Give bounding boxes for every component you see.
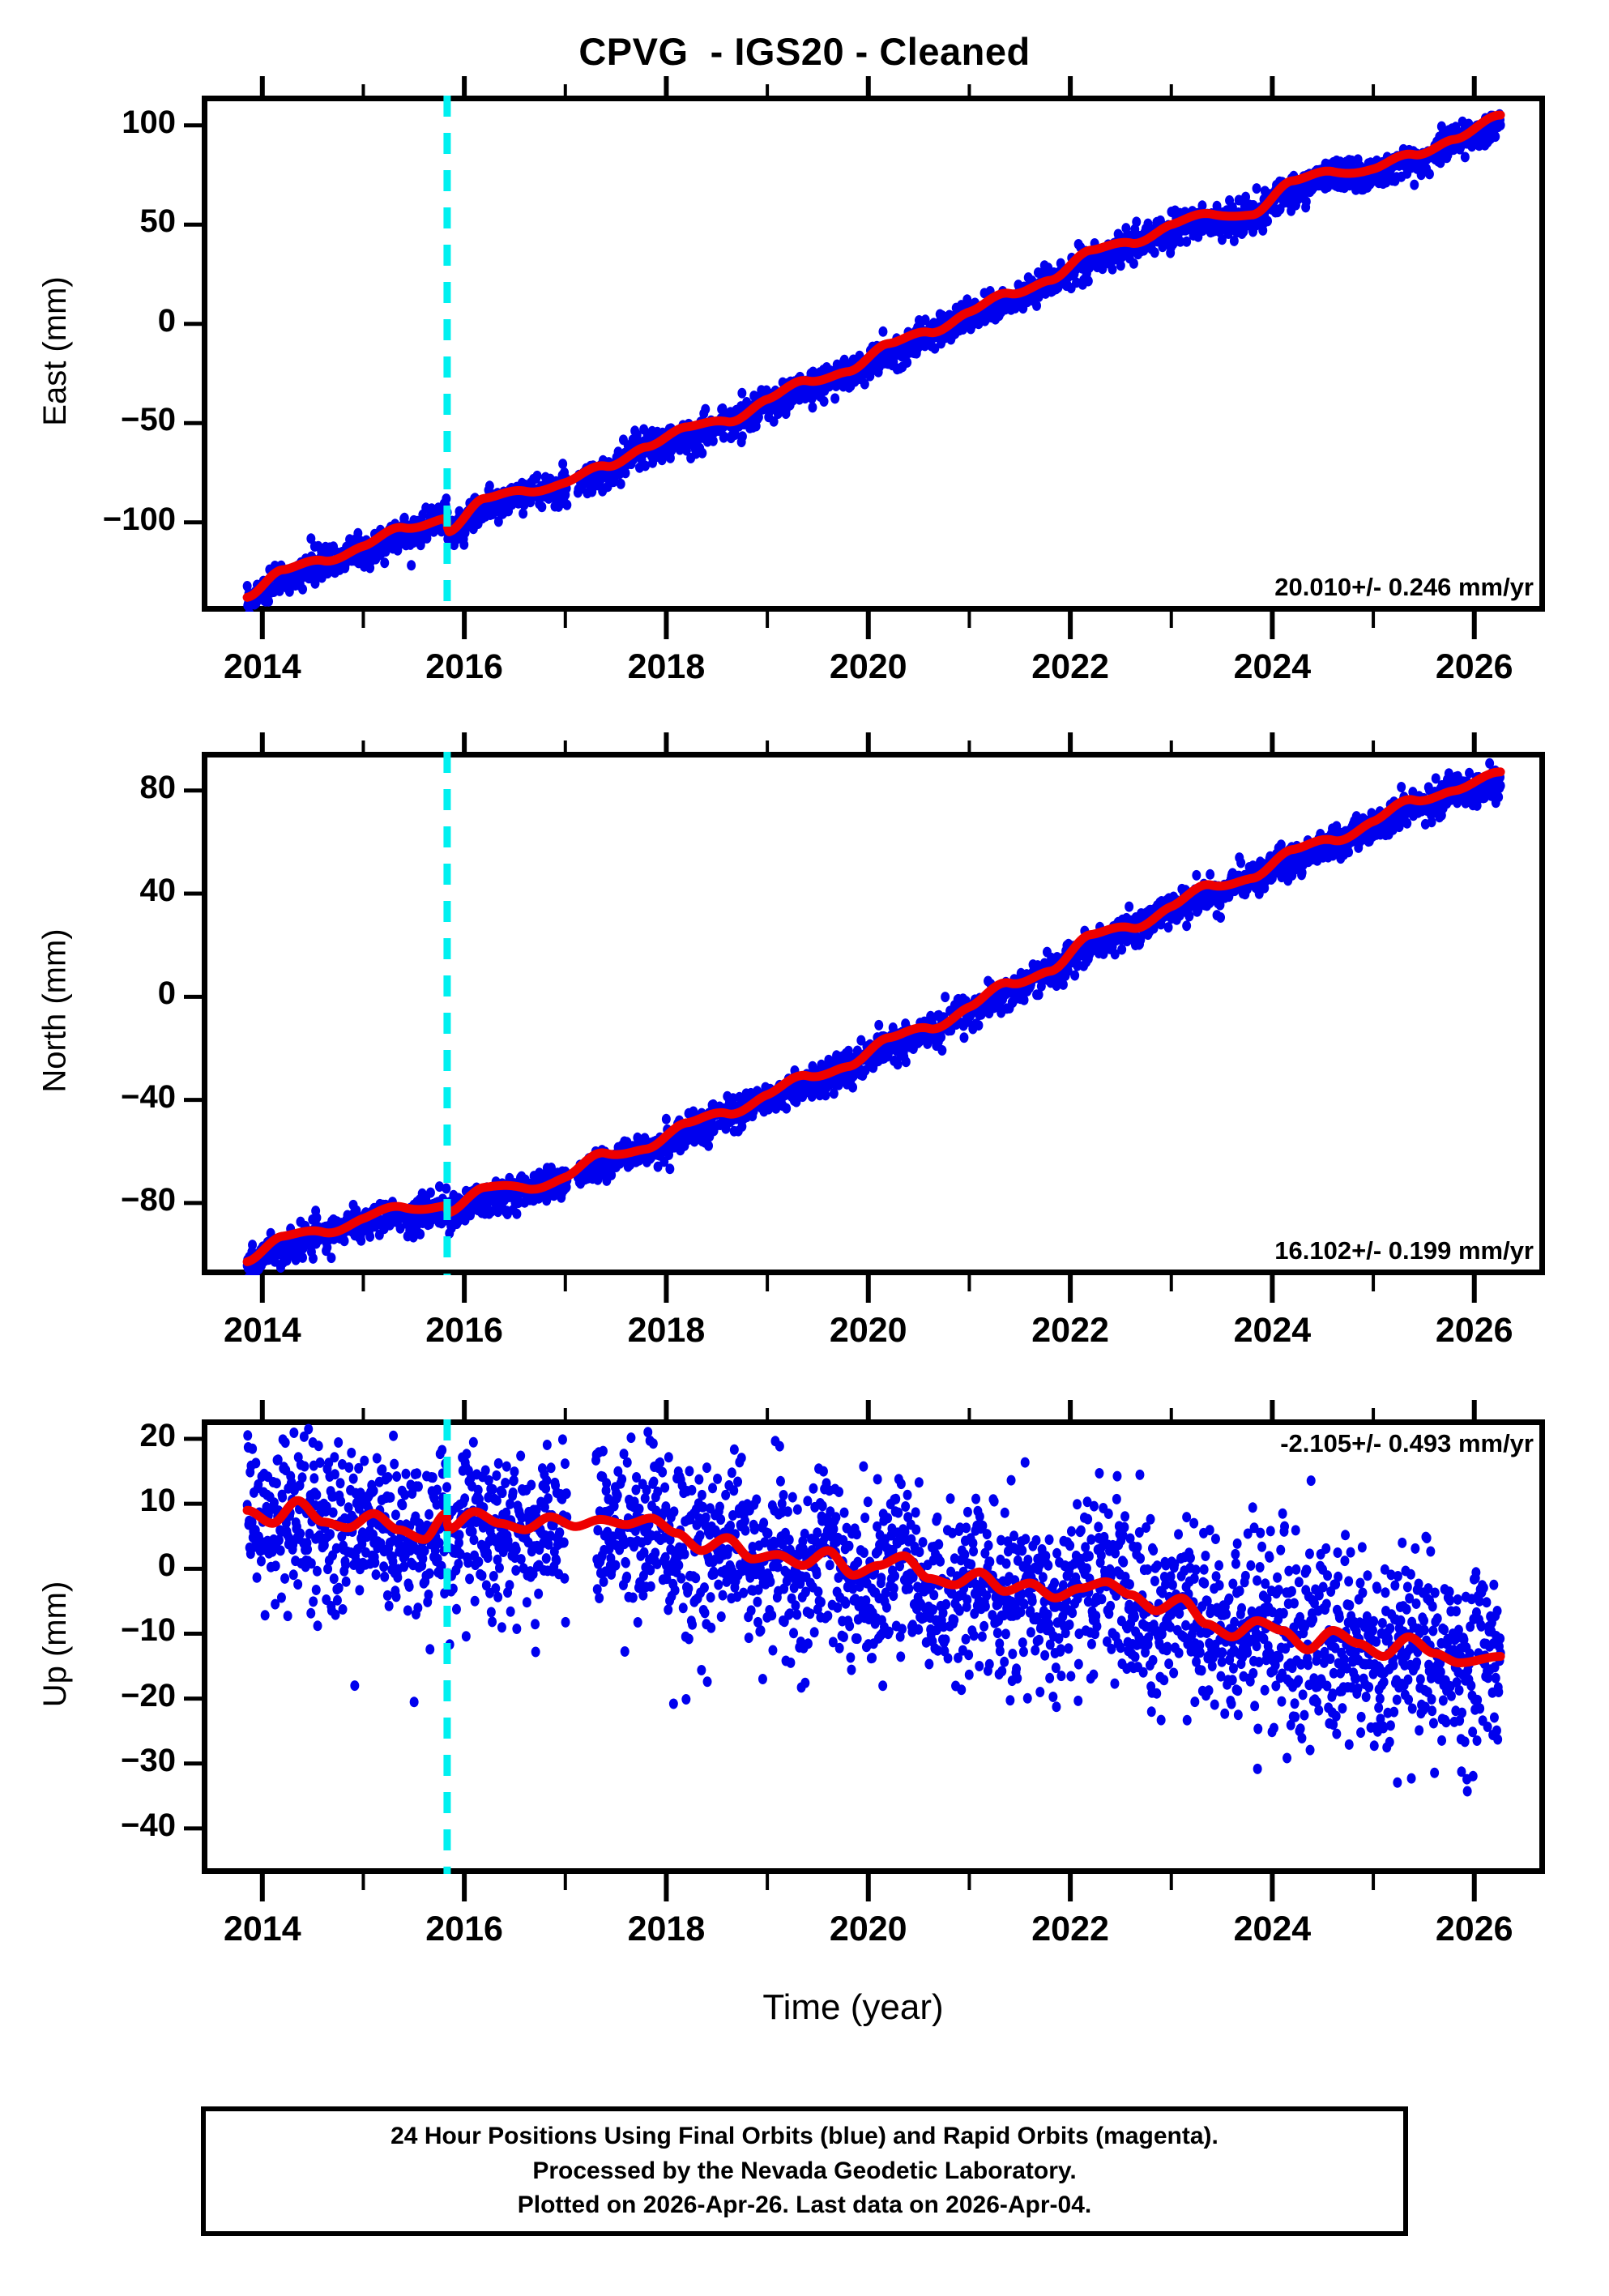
x-tick-label-up-2026: 2026 [1435,1910,1513,1948]
model-curve-up-seg1 [242,1496,452,1544]
x-tick-label-north-2024: 2024 [1233,1311,1312,1350]
x-tick-label-north-2016: 2016 [425,1311,503,1350]
y-tick-label-east-0: 0 [157,302,176,339]
x-tick-label-east-2024: 2024 [1233,647,1312,686]
y-tick-label-up-20: 20 [139,1418,177,1454]
rate-annotation-north: 16.102+/- 0.199 mm/yr [1274,1236,1534,1265]
footer-line2: Processed by the Nevada Geodetic Laborat… [532,2157,1077,2184]
model-curve-east-seg1 [242,514,452,602]
model-curve-north-seg2 [442,767,1505,1218]
x-tick-label-east-2022: 2022 [1031,647,1109,686]
x-tick-label-east-2020: 2020 [829,647,907,686]
y-tick-label-up-0: 0 [157,1547,176,1584]
y-tick-label-east--100: −100 [102,501,176,537]
page-title: CPVG - IGS20 - Cleaned [578,30,1031,73]
x-tick-label-up-2020: 2020 [829,1910,907,1948]
rate-annotation-east: 20.010+/- 0.246 mm/yr [1274,573,1534,601]
footer-line3: Plotted on 2026-Apr-26. Last data on 202… [517,2191,1092,2219]
x-tick-label-east-2018: 2018 [627,647,706,686]
footer-line1: 24 Hour Positions Using Final Orbits (bl… [391,2123,1218,2150]
y-tick-label-north-0: 0 [157,975,176,1012]
x-tick-label-up-2014: 2014 [223,1910,301,1948]
y-tick-label-north--40: −40 [121,1078,176,1115]
y-tick-label-north-80: 80 [139,769,177,805]
footer-note-box: 24 Hour Positions Using Final Orbits (bl… [201,2106,1408,2236]
y-tick-label-up--30: −30 [121,1742,176,1778]
model-curve-up-seg2 [442,1507,1505,1667]
x-tick-label-up-2024: 2024 [1233,1910,1312,1948]
x-tick-label-east-2014: 2014 [223,647,301,686]
x-tick-label-north-2026: 2026 [1435,1311,1513,1350]
x-axis-title: Time (year) [762,1987,944,2027]
x-tick-label-east-2016: 2016 [425,647,503,686]
x-tick-label-north-2018: 2018 [627,1311,706,1350]
y-tick-label-north-40: 40 [139,873,177,909]
x-tick-label-north-2020: 2020 [829,1311,907,1350]
y-tick-label-up-10: 10 [139,1483,177,1519]
x-tick-label-north-2022: 2022 [1031,1311,1109,1350]
y-tick-label-east-50: 50 [139,203,177,240]
x-tick-label-up-2022: 2022 [1031,1910,1109,1948]
rate-annotation-up: -2.105+/- 0.493 mm/yr [1280,1429,1534,1457]
data-points-north [242,758,1505,1275]
y-tick-label-east-100: 100 [122,104,176,140]
y-tick-label-east--50: −50 [121,402,176,438]
x-tick-label-north-2014: 2014 [223,1311,301,1350]
x-tick-label-east-2026: 2026 [1435,647,1513,686]
data-points-up [242,1423,1505,1797]
x-tick-label-up-2016: 2016 [425,1910,503,1948]
y-tick-label-up--10: −10 [121,1612,176,1649]
model-curve-north-seg1 [242,1201,452,1266]
y-tick-label-up--20: −20 [121,1677,176,1713]
y-axis-label-up: Up (mm) [36,1581,73,1707]
x-tick-label-up-2018: 2018 [627,1910,706,1948]
y-tick-label-up--40: −40 [121,1807,176,1843]
model-curve-east-seg2 [442,110,1505,536]
y-tick-label-north--80: −80 [121,1181,176,1218]
